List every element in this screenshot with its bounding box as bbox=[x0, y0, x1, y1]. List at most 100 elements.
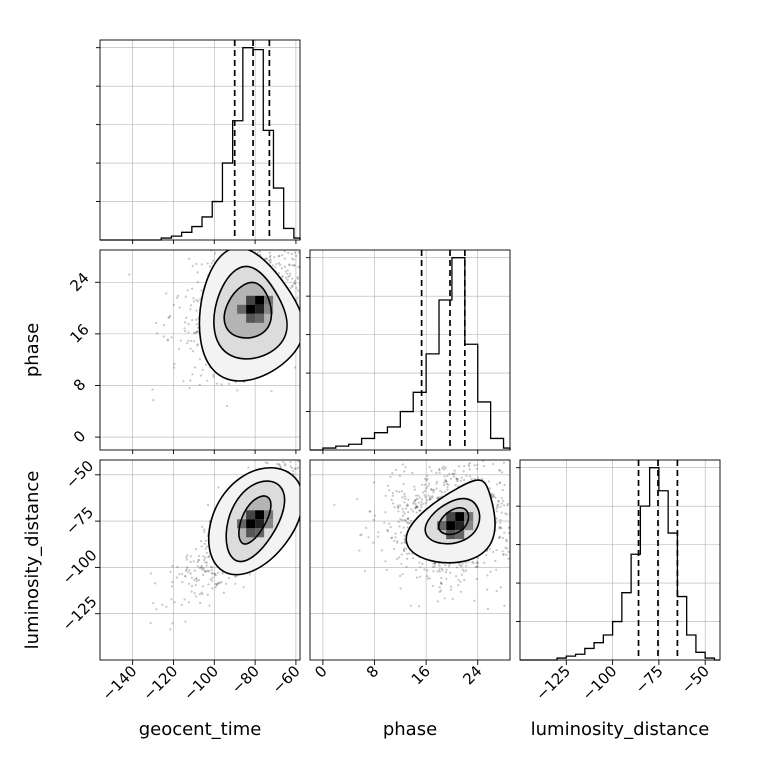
scatter-point bbox=[211, 572, 214, 575]
scatter-point bbox=[200, 374, 203, 377]
scatter-point bbox=[204, 561, 207, 564]
scatter-point bbox=[282, 461, 285, 464]
scatter-point bbox=[207, 583, 210, 586]
scatter-point bbox=[431, 496, 434, 499]
scatter-point bbox=[212, 373, 215, 376]
scatter-point bbox=[406, 557, 409, 561]
scatter-point bbox=[206, 262, 209, 265]
scatter-point bbox=[221, 572, 224, 575]
scatter-point bbox=[436, 480, 439, 483]
scatter-point bbox=[438, 468, 441, 471]
scatter-point bbox=[441, 569, 444, 572]
scatter-point bbox=[216, 382, 219, 385]
scatter-point bbox=[206, 593, 209, 596]
density-frame bbox=[309, 459, 511, 661]
scatter-point bbox=[193, 340, 196, 343]
scatter-point bbox=[415, 505, 418, 508]
panel-content bbox=[128, 250, 300, 408]
scatter-point bbox=[283, 250, 286, 253]
scatter-point bbox=[414, 507, 418, 510]
scatter-point bbox=[281, 275, 284, 278]
scatter-point bbox=[295, 286, 298, 290]
scatter-point bbox=[277, 255, 280, 258]
scatter-point bbox=[394, 532, 397, 535]
y-tick-label: 8 bbox=[70, 375, 89, 394]
contour-line bbox=[424, 497, 481, 545]
scatter-point bbox=[408, 522, 412, 525]
scatter-point bbox=[447, 565, 451, 568]
scatter-point bbox=[210, 262, 213, 265]
scatter-point bbox=[465, 474, 468, 477]
scatter-point bbox=[438, 586, 441, 589]
scatter-point bbox=[486, 588, 489, 591]
scatter-point bbox=[476, 565, 479, 568]
scatter-point bbox=[424, 483, 427, 486]
scatter-point bbox=[198, 383, 201, 386]
scatter-point bbox=[202, 528, 206, 531]
scatter-point bbox=[293, 264, 296, 267]
scatter-point bbox=[405, 507, 408, 510]
scatter-point bbox=[200, 564, 204, 567]
scatter-point bbox=[486, 574, 489, 577]
scatter-point bbox=[196, 271, 199, 274]
scatter-point bbox=[297, 289, 300, 292]
scatter-point bbox=[507, 531, 510, 535]
scatter-point bbox=[228, 577, 231, 580]
x-axis-label: luminosity_distance bbox=[531, 719, 710, 740]
scatter-point bbox=[502, 499, 505, 502]
density-cell bbox=[455, 512, 465, 522]
scatter-point bbox=[419, 566, 422, 569]
scatter-point bbox=[473, 599, 476, 602]
scatter-point bbox=[177, 294, 180, 297]
scatter-point bbox=[191, 264, 194, 267]
scatter-point bbox=[444, 479, 447, 482]
scatter-point bbox=[420, 503, 423, 506]
scatter-point bbox=[421, 483, 424, 486]
scatter-point bbox=[430, 488, 433, 491]
scatter-point bbox=[193, 366, 197, 369]
scatter-point bbox=[451, 597, 454, 601]
scatter-point bbox=[456, 480, 459, 483]
scatter-point bbox=[440, 491, 443, 494]
scatter-point bbox=[482, 465, 485, 468]
scatter-point bbox=[197, 579, 201, 582]
scatter-point bbox=[495, 510, 498, 513]
scatter-point bbox=[295, 254, 298, 257]
scatter-point bbox=[214, 574, 217, 577]
scatter-point bbox=[460, 476, 463, 479]
scatter-point bbox=[443, 468, 446, 471]
scatter-point bbox=[297, 251, 300, 254]
scatter-point bbox=[452, 475, 456, 478]
scatter-point bbox=[395, 490, 398, 493]
scatter-point bbox=[457, 578, 460, 582]
scatter-point bbox=[165, 605, 168, 608]
scatter-point bbox=[155, 321, 158, 325]
scatter-point bbox=[270, 390, 273, 393]
scatter-point bbox=[398, 525, 401, 528]
scatter-point bbox=[503, 604, 506, 608]
scatter-point bbox=[396, 504, 399, 507]
scatter-point bbox=[432, 489, 436, 492]
scatter-point bbox=[415, 494, 418, 497]
scatter-point bbox=[461, 562, 464, 565]
scatter-point bbox=[455, 477, 458, 481]
scatter-point bbox=[391, 536, 394, 539]
scatter-point bbox=[367, 536, 370, 539]
density-cell bbox=[237, 519, 247, 529]
scatter-point bbox=[205, 564, 208, 567]
scatter-point bbox=[426, 577, 430, 580]
scatter-point bbox=[492, 495, 495, 498]
scatter-point bbox=[214, 586, 217, 589]
scatter-point bbox=[457, 562, 460, 565]
scatter-point bbox=[296, 296, 299, 299]
scatter-point bbox=[284, 464, 287, 467]
scatter-point bbox=[200, 566, 203, 569]
scatter-point bbox=[185, 569, 188, 572]
density-cell bbox=[455, 530, 465, 540]
scatter-point bbox=[200, 545, 203, 548]
scatter-point bbox=[242, 586, 245, 589]
scatter-point bbox=[436, 600, 440, 603]
scatter-point bbox=[184, 295, 187, 298]
scatter-point bbox=[440, 567, 443, 571]
